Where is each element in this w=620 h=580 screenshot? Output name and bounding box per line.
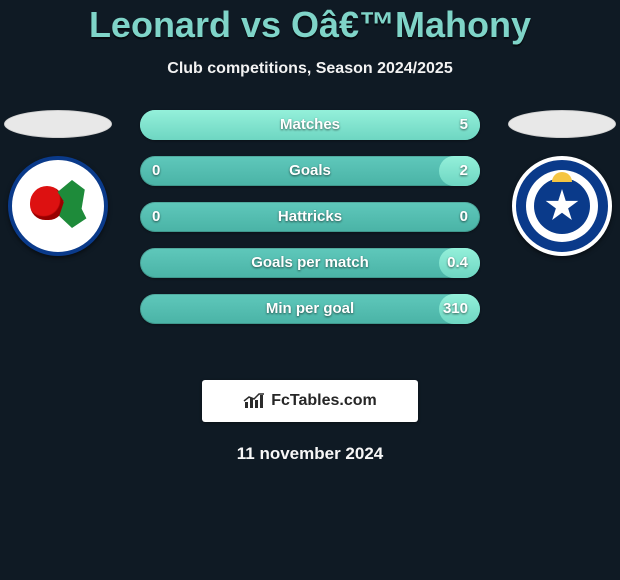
right-club-crest	[512, 156, 612, 256]
stat-bar: Min per goal310	[140, 294, 480, 324]
stat-bar: Matches5	[140, 110, 480, 140]
stat-right-value: 2	[460, 156, 468, 186]
brand-box: FcTables.com	[202, 380, 418, 422]
right-flag-placeholder	[508, 110, 616, 138]
stat-bars: Matches50Goals20Hattricks0Goals per matc…	[140, 110, 480, 340]
page-subtitle: Club competitions, Season 2024/2025	[0, 60, 620, 78]
stat-right-value: 5	[460, 110, 468, 140]
brand-chart-icon	[243, 392, 265, 410]
brand-text: FcTables.com	[271, 392, 377, 410]
stat-bar: 0Hattricks0	[140, 202, 480, 232]
left-club-crest	[8, 156, 108, 256]
left-flag-placeholder	[4, 110, 112, 138]
footer-date: 11 november 2024	[0, 444, 620, 464]
stat-right-value: 0.4	[447, 248, 468, 278]
stat-bar: 0Goals2	[140, 156, 480, 186]
stat-right-value: 310	[443, 294, 468, 324]
stat-bar: Goals per match0.4	[140, 248, 480, 278]
stat-label: Goals per match	[140, 248, 480, 278]
right-team-column	[507, 110, 617, 256]
stat-label: Min per goal	[140, 294, 480, 324]
stat-label: Goals	[140, 156, 480, 186]
comparison-content: Matches50Goals20Hattricks0Goals per matc…	[0, 110, 620, 370]
page-title: Leonard vs Oâ€™Mahony	[0, 0, 620, 46]
stat-right-value: 0	[460, 202, 468, 232]
infographic-root: Leonard vs Oâ€™Mahony Club competitions,…	[0, 0, 620, 580]
stat-label: Matches	[140, 110, 480, 140]
stat-label: Hattricks	[140, 202, 480, 232]
left-team-column	[3, 110, 113, 256]
